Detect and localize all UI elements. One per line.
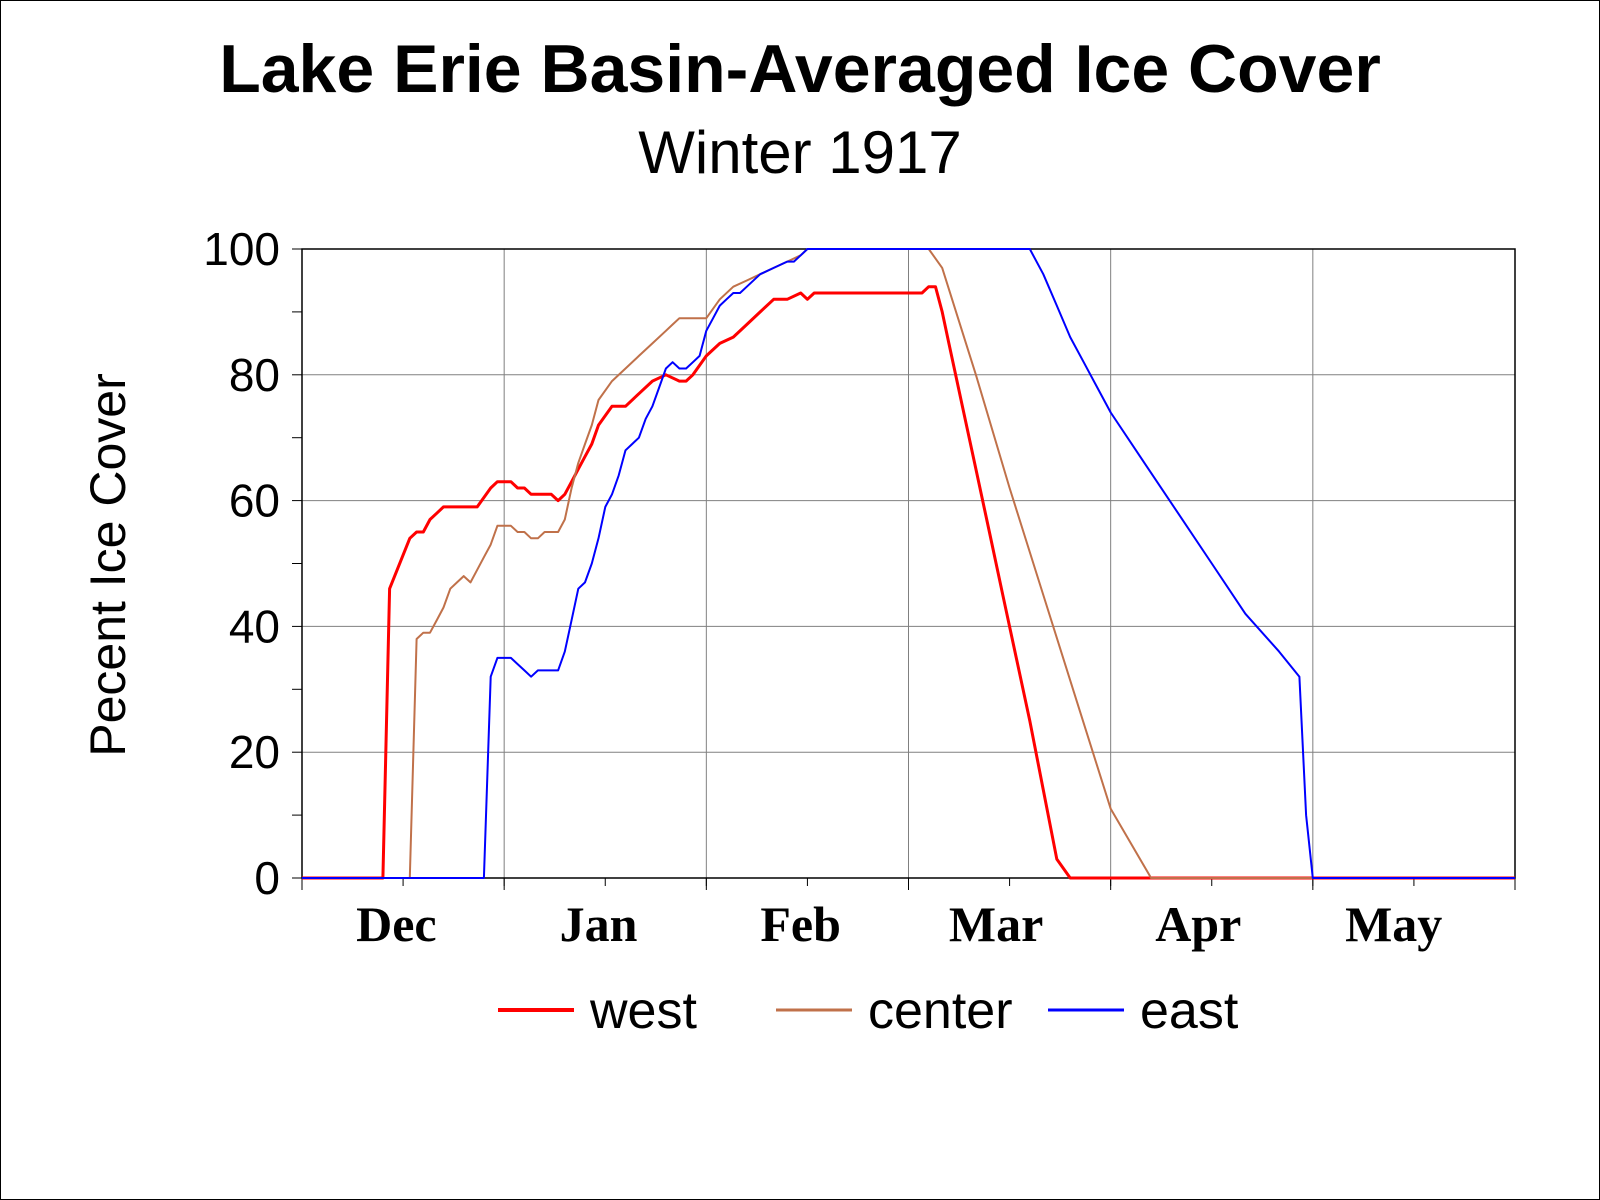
x-tick-label: Dec (356, 896, 437, 952)
chart-subtitle: Winter 1917 (638, 119, 962, 186)
legend: west center east (498, 982, 1239, 1040)
chart-title: Lake Erie Basin-Averaged Ice Cover (219, 31, 1381, 107)
y-tick-label: 40 (229, 600, 280, 652)
y-tick-label: 80 (229, 349, 280, 401)
series-lines (302, 248, 1515, 880)
legend-label-west: west (589, 982, 697, 1040)
grid-lines (302, 249, 1515, 878)
y-tick-label: 0 (254, 852, 280, 904)
y-axis-label: Pecent Ice Cover (80, 373, 136, 757)
x-tick-label: May (1345, 896, 1442, 952)
axes: 0 20 40 60 80 100 Dec Jan Feb Mar Apr May (203, 223, 1516, 952)
x-tick-label: Apr (1155, 896, 1241, 952)
series-line-center (302, 248, 1515, 879)
legend-label-east: east (1140, 982, 1239, 1040)
series-line-west (302, 285, 1515, 880)
y-tick-label: 100 (203, 223, 280, 275)
x-tick-label: Feb (760, 896, 841, 952)
series-line-east (302, 248, 1515, 879)
legend-label-center: center (868, 982, 1013, 1040)
y-tick-label: 60 (229, 475, 280, 527)
x-tick-label: Mar (949, 896, 1043, 952)
x-tick-label: Jan (560, 896, 638, 952)
y-tick-label: 20 (229, 726, 280, 778)
